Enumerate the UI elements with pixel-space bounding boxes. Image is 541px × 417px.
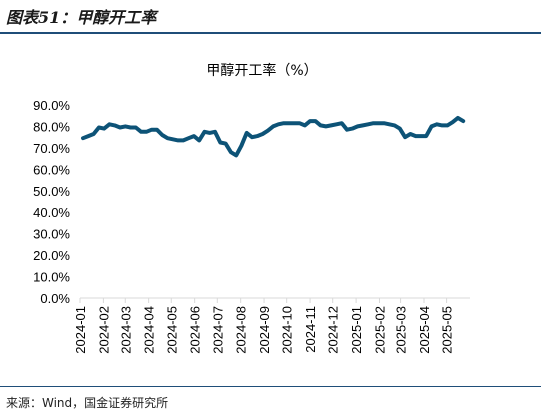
x-tick-label: 2024-10 [280,306,295,354]
y-tick-label: 50.0% [33,184,70,199]
series-line [81,115,466,158]
x-tick-label: 2024-03 [118,306,133,354]
y-tick-label: 70.0% [33,141,70,156]
y-tick-label: 0.0% [40,291,70,306]
y-tick-label: 20.0% [33,248,70,263]
y-tick-label: 80.0% [33,119,70,134]
x-tick-label: 2024-08 [234,306,249,354]
x-tick-label: 2024-11 [303,306,318,353]
y-tick-label: 10.0% [33,270,70,285]
x-tick-label: 2024-05 [164,306,179,354]
bottom-rule [0,386,541,387]
x-tick-labels: 2024-01 2024-02 2024-03 2024-04 2024-05 2024-… [73,306,455,354]
y-tick-label: 40.0% [33,205,70,220]
x-tick-label: 2025-02 [372,306,387,354]
methanol-operating-rate-chart: 甲醇开工率（%） 0.0% 10.0% 20.0% 30.0% 40.0% 50.0% 60… [33,62,470,354]
x-tick-label: 2024-02 [96,306,111,354]
x-tick-label: 2024-07 [210,306,225,354]
y-tick-label: 90.0% [33,98,70,113]
x-tick-label: 2025-03 [394,306,409,354]
x-tick-label: 2025-04 [417,306,432,354]
x-tick-label: 2024-06 [188,306,203,354]
x-tick-label: 2024-12 [326,306,341,354]
x-axis [79,297,470,303]
x-tick-label: 2024-09 [257,306,272,354]
x-tick-label: 2025-01 [349,306,364,354]
chart-title: 甲醇开工率（%） [206,62,317,79]
series-group [81,115,466,158]
y-tick-label: 60.0% [33,162,70,177]
x-tick-label: 2024-01 [73,306,88,354]
source-note: 来源：Wind，国金证券研究所 [6,396,169,410]
top-rule [0,32,541,34]
y-axis: 0.0% 10.0% 20.0% 30.0% 40.0% 50.0% 60.0% 70.0% 8… [33,98,70,306]
y-tick-label: 30.0% [33,227,70,242]
figure-title: 图表51：甲醇开工率 [6,8,157,27]
x-tick-label: 2024-04 [142,306,157,354]
x-tick-label: 2025-05 [440,306,455,354]
